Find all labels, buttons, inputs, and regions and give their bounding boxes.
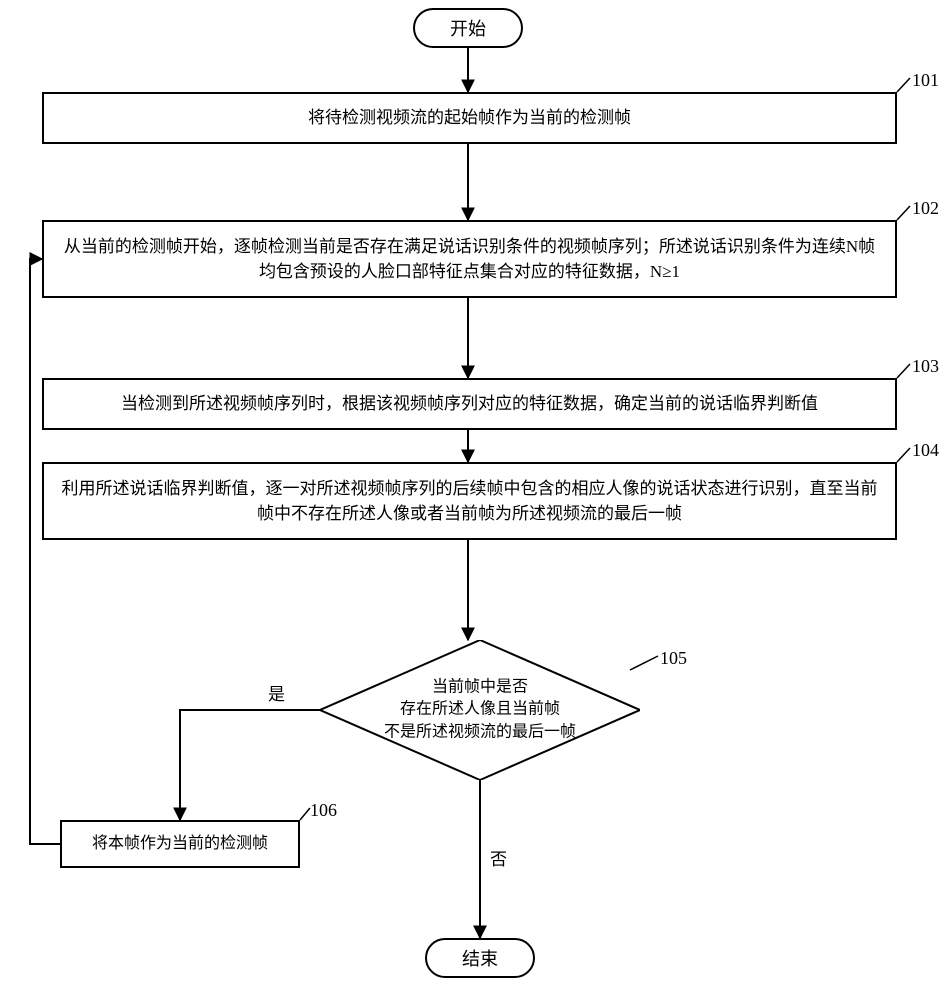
process-text: 将本帧作为当前的检测帧	[92, 832, 268, 856]
flow-end-terminator: 结束	[425, 938, 535, 978]
step-number-106: 106	[310, 800, 337, 821]
step-number-102: 102	[912, 198, 939, 219]
step-number-104: 104	[912, 440, 939, 461]
process-text: 利用所述说话临界判断值，逐一对所述视频帧序列的后续帧中包含的相应人像的说话状态进…	[60, 476, 879, 527]
process-step-104: 利用所述说话临界判断值，逐一对所述视频帧序列的后续帧中包含的相应人像的说话状态进…	[42, 462, 897, 540]
flow-start-terminator: 开始	[413, 8, 523, 48]
process-step-103: 当检测到所述视频帧序列时，根据该视频帧序列对应的特征数据，确定当前的说话临界判断…	[42, 378, 897, 430]
process-step-101: 将待检测视频流的起始帧作为当前的检测帧	[42, 92, 897, 144]
edge-label-no: 否	[490, 845, 507, 870]
step-number-101: 101	[912, 70, 939, 91]
step-number-103: 103	[912, 356, 939, 377]
process-text: 从当前的检测帧开始，逐帧检测当前是否存在满足说话识别条件的视频帧序列；所述说话识…	[60, 234, 879, 285]
step-number-105: 105	[660, 648, 687, 669]
process-text: 将待检测视频流的起始帧作为当前的检测帧	[308, 105, 631, 131]
process-step-106: 将本帧作为当前的检测帧	[60, 820, 300, 868]
flow-start-label: 开始	[450, 15, 486, 41]
decision-text: 当前帧中是否 存在所述人像且当前帧 不是所述视频流的最后一帧	[352, 676, 608, 743]
process-step-102: 从当前的检测帧开始，逐帧检测当前是否存在满足说话识别条件的视频帧序列；所述说话识…	[42, 220, 897, 298]
decision-step-105: 当前帧中是否 存在所述人像且当前帧 不是所述视频流的最后一帧	[320, 640, 640, 780]
edge-label-yes: 是	[268, 680, 285, 705]
flow-end-label: 结束	[462, 945, 498, 971]
process-text: 当检测到所述视频帧序列时，根据该视频帧序列对应的特征数据，确定当前的说话临界判断…	[121, 391, 818, 417]
